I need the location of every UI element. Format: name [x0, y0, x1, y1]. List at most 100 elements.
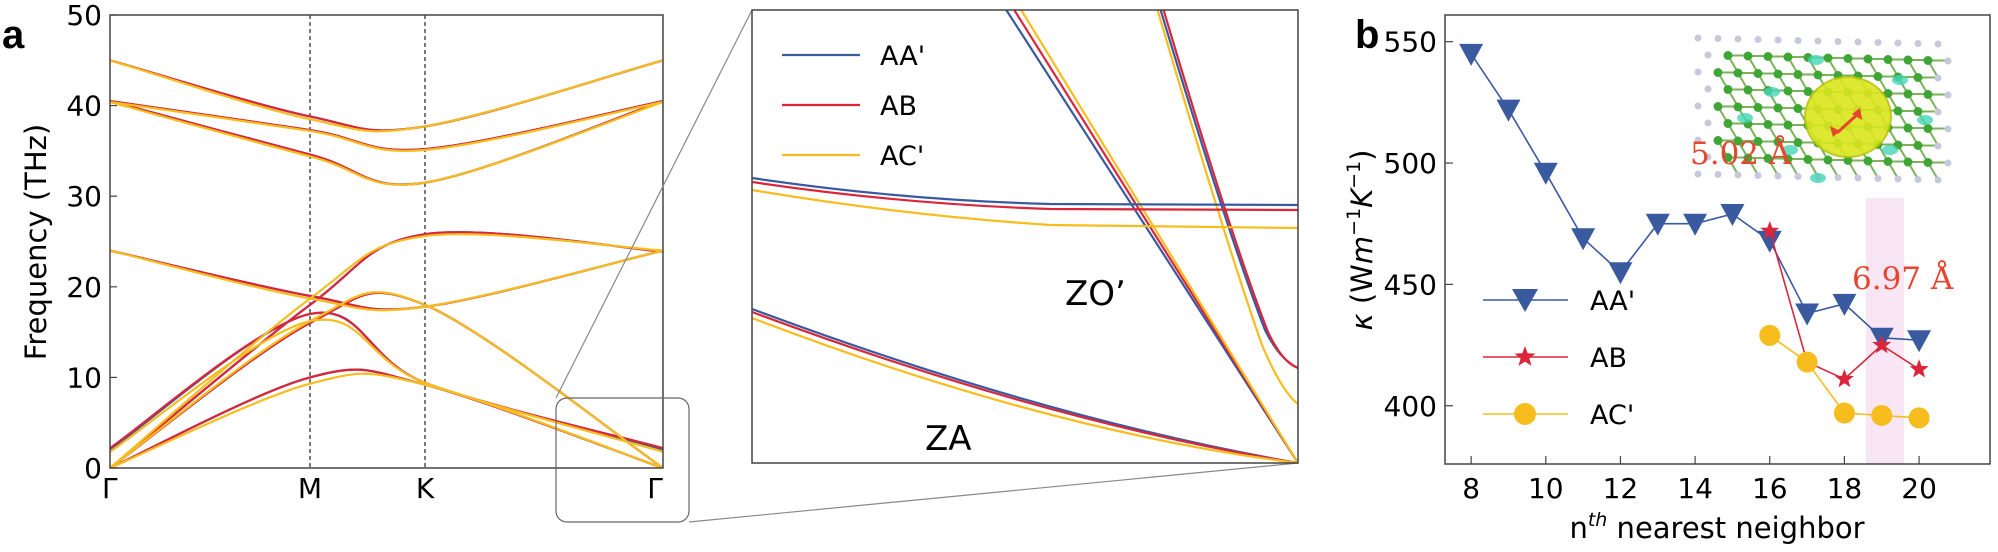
atom [1793, 70, 1803, 79]
atom [1793, 104, 1803, 113]
atom [1704, 153, 1712, 161]
atom [1704, 51, 1712, 59]
atom [1914, 176, 1922, 183]
atom [1743, 85, 1753, 95]
atom [1913, 73, 1923, 82]
zoom-box [555, 397, 690, 523]
atom [1734, 35, 1742, 43]
kappa-point [1459, 43, 1484, 66]
atom [1843, 54, 1853, 63]
inset-legend-label-ab: AB [880, 91, 917, 122]
x-tick-label: M [298, 472, 322, 505]
kappa-point [1907, 330, 1932, 353]
atom [1834, 174, 1842, 181]
dispersion-branch [110, 233, 663, 468]
atom [1763, 52, 1773, 61]
kappa-x-label: nth nearest neighbor [1569, 509, 1864, 545]
dispersion-branch [110, 372, 663, 468]
inset-branch-aa-1 [1004, 10, 1298, 463]
density-lobe [1808, 55, 1824, 65]
inset-branch-ac-2 [1156, 10, 1298, 405]
inset-zo-ab [752, 180, 1298, 212]
atom [1704, 85, 1712, 93]
kappa-point [1571, 228, 1596, 251]
atom [1863, 54, 1873, 64]
atom [1694, 34, 1702, 42]
atom [1783, 86, 1793, 96]
x-tick-label: 14 [1677, 472, 1713, 505]
atom [1854, 38, 1862, 46]
atom [1944, 159, 1952, 167]
atom [1834, 38, 1842, 45]
atom [1944, 125, 1952, 133]
atom [1694, 102, 1702, 110]
kappa-plot: 400 450 500 550 8 10 12 14 16 18 20 nth nearest n… [1343, 14, 1991, 545]
atom [1863, 156, 1873, 166]
structure-illustration [1694, 34, 1952, 184]
atom [1694, 68, 1702, 76]
atom [1694, 170, 1702, 178]
atom [1773, 103, 1783, 113]
atom [1944, 91, 1952, 99]
atom [1754, 36, 1762, 43]
kappa-point [1834, 369, 1854, 388]
inset-legend: AA' AB AC' [782, 41, 925, 172]
inset-curves [752, 10, 1298, 463]
atom [1903, 157, 1913, 167]
x-tick-label: K [416, 472, 435, 505]
atom [1793, 138, 1803, 147]
kappa-point [1832, 293, 1857, 316]
atom [1923, 158, 1933, 167]
density-lobe [1782, 145, 1798, 155]
atom [1873, 72, 1883, 81]
atom [1923, 56, 1933, 65]
atom [1743, 51, 1753, 61]
atom [1754, 172, 1762, 179]
kappa-point [1533, 162, 1558, 185]
atom [1883, 157, 1893, 166]
charge-density-blob [1804, 76, 1892, 158]
atom [1874, 39, 1882, 46]
atom [1823, 155, 1833, 165]
zoom-inset: AA' AB AC' ZA ZO’ [751, 9, 1299, 464]
dispersion-branch [110, 100, 663, 152]
atom [1903, 55, 1913, 65]
kappa-point [1871, 404, 1893, 426]
atom [1714, 171, 1722, 178]
atom [1854, 174, 1862, 182]
atom [1894, 175, 1902, 183]
arrow-head-icon [1852, 108, 1862, 120]
atom [1893, 106, 1903, 116]
atom [1803, 155, 1813, 164]
kappa-point [1683, 213, 1708, 236]
x-tick-label: 12 [1603, 472, 1639, 505]
density-lobe [1810, 173, 1826, 183]
annotation-5-02: 5.02 Å [1690, 134, 1792, 172]
atom [1944, 57, 1952, 65]
density-lobe [1737, 113, 1753, 123]
atom [1773, 137, 1783, 147]
dispersion-branch [110, 291, 663, 468]
atom [1753, 103, 1763, 112]
y-tick-label: 40 [66, 90, 102, 123]
atom [1934, 176, 1942, 184]
atom [1913, 107, 1923, 116]
legend-label-ab: AB [1590, 343, 1627, 374]
kappa-frame [1444, 14, 1991, 465]
kappa-y-label: κ (Wm−1K−1) [1343, 150, 1379, 331]
inset-zo-ac [752, 188, 1298, 230]
panel-label-a: a [2, 13, 25, 57]
atom [1704, 119, 1712, 127]
inset-zo-aa [752, 176, 1298, 207]
atom [1733, 68, 1743, 78]
atom [1903, 89, 1913, 99]
legend-marker-aa-icon [1512, 289, 1538, 312]
x-tick-label: 10 [1528, 472, 1564, 505]
atom [1794, 37, 1802, 44]
dispersion-branch [110, 249, 663, 311]
x-tick-label: Γ [102, 472, 118, 505]
dispersion-branch [110, 100, 663, 186]
atom [1743, 153, 1753, 163]
atom [1783, 154, 1793, 164]
